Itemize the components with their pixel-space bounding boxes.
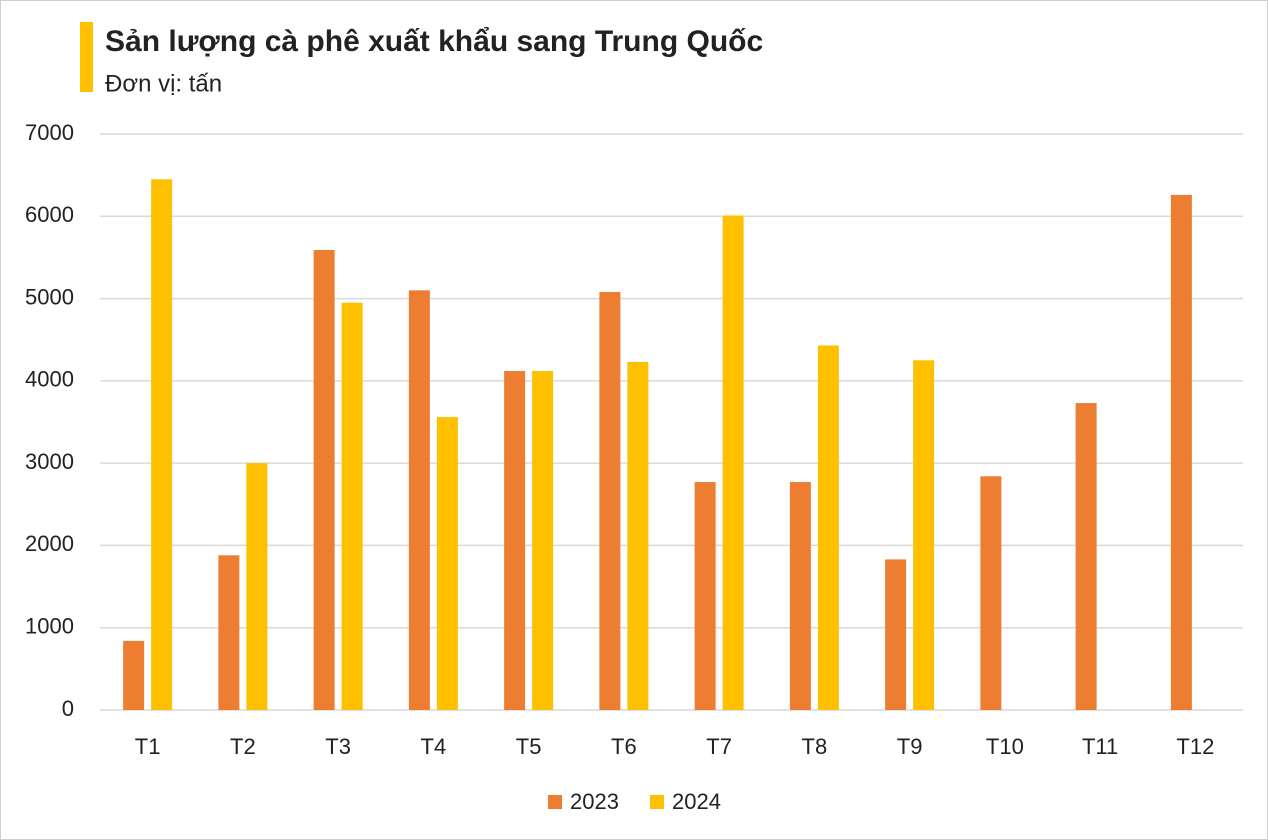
- bar: [408, 290, 430, 710]
- legend-label: 2023: [570, 789, 619, 814]
- x-tick-label: T7: [706, 734, 732, 759]
- y-tick-label: 0: [62, 696, 74, 721]
- bar: [817, 345, 839, 710]
- bar: [123, 640, 145, 710]
- x-tick-label: T10: [986, 734, 1024, 759]
- bar: [980, 476, 1002, 710]
- y-tick-label: 5000: [25, 284, 74, 309]
- legend-label: 2024: [672, 789, 721, 814]
- bar: [627, 361, 649, 710]
- bar: [789, 482, 811, 710]
- bar: [885, 559, 907, 710]
- bar: [694, 482, 716, 710]
- bar: [504, 370, 526, 710]
- y-tick-label: 7000: [25, 120, 74, 145]
- x-tick-label: T12: [1176, 734, 1214, 759]
- y-tick-label: 3000: [25, 449, 74, 474]
- bar: [722, 215, 744, 710]
- x-tick-label: T6: [611, 734, 637, 759]
- x-tick-label: T11: [1082, 734, 1118, 759]
- bar: [1170, 194, 1192, 711]
- bar: [218, 555, 240, 710]
- x-tick-label: T8: [802, 734, 828, 759]
- y-tick-label: 4000: [25, 367, 74, 392]
- bar: [1075, 403, 1097, 710]
- y-tick-label: 6000: [25, 202, 74, 227]
- bar: [913, 360, 935, 710]
- bar: [599, 291, 621, 710]
- title-accent: [80, 22, 93, 92]
- legend-swatch: [548, 795, 562, 809]
- x-tick-label: T5: [516, 734, 542, 759]
- y-tick-label: 1000: [25, 614, 74, 639]
- x-tick-label: T3: [325, 734, 351, 759]
- legend-swatch: [650, 795, 664, 809]
- chart-title: Sản lượng cà phê xuất khẩu sang Trung Qu…: [105, 25, 763, 58]
- bar: [246, 463, 268, 710]
- bar: [341, 302, 363, 710]
- bar: [151, 179, 173, 710]
- x-tick-label: T2: [230, 734, 256, 759]
- y-tick-label: 2000: [25, 531, 74, 556]
- chart-subtitle: Đơn vị: tấn: [105, 70, 222, 97]
- bar: [532, 370, 554, 710]
- bar: [313, 250, 335, 710]
- x-tick-label: T4: [421, 734, 447, 759]
- bar: [436, 417, 458, 710]
- x-tick-label: T1: [135, 734, 161, 759]
- x-tick-label: T9: [897, 734, 923, 759]
